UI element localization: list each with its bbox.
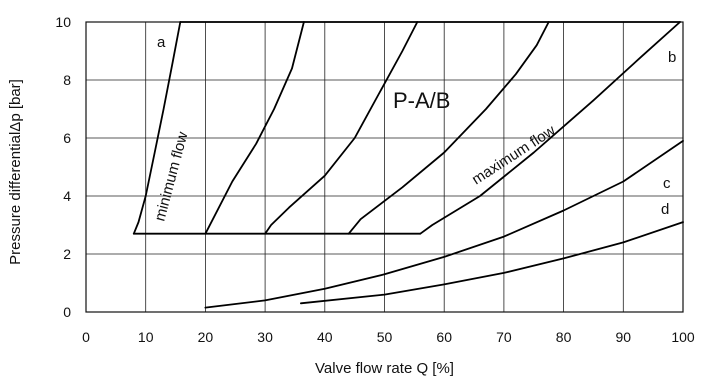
x-tick-label: 60 xyxy=(436,329,452,345)
maximum-flow-annotation: maximum flow xyxy=(469,122,559,189)
curve-label-a: a xyxy=(157,34,166,51)
series-line-boundary-1 xyxy=(204,21,305,235)
y-tick-label: 10 xyxy=(55,14,71,30)
x-tick-label: 40 xyxy=(317,329,333,345)
curve-label-c: c xyxy=(663,175,671,192)
y-tick-label: 8 xyxy=(63,72,71,88)
y-tick-label: 2 xyxy=(63,246,71,262)
x-tick-label: 20 xyxy=(198,329,214,345)
x-axis-label: Valve flow rate Q [%] xyxy=(315,360,454,377)
curve-label-d: d xyxy=(661,201,669,218)
series-line-b xyxy=(419,21,681,235)
series-line-c xyxy=(204,139,684,309)
x-tick-label: 30 xyxy=(257,329,273,345)
x-tick-label: 80 xyxy=(556,329,572,345)
series-line-d xyxy=(299,221,684,305)
chart-title: P-A/B xyxy=(393,88,450,113)
x-tick-label: 70 xyxy=(496,329,512,345)
series-line-boundary-2 xyxy=(264,21,419,235)
x-tick-label: 0 xyxy=(82,329,90,345)
y-tick-label: 0 xyxy=(63,304,71,320)
x-tick-label: 90 xyxy=(616,329,632,345)
curves xyxy=(132,21,684,309)
series-line-boundary-3 xyxy=(347,21,550,235)
tick-labels: 0 10 20 30 40 50 60 70 80 90 100 0 2 4 6 8 10 xyxy=(55,14,694,345)
x-tick-label: 100 xyxy=(671,329,695,345)
series-line-a xyxy=(132,21,182,235)
curve-label-b: b xyxy=(668,49,676,66)
y-tick-label: 6 xyxy=(63,130,71,146)
minimum-flow-annotation: minimum flow xyxy=(151,130,191,223)
x-tick-label: 50 xyxy=(377,329,393,345)
x-tick-label: 10 xyxy=(138,329,154,345)
y-axis-label: Pressure differentialΔp [bar] xyxy=(7,79,24,265)
y-tick-label: 4 xyxy=(63,188,71,204)
